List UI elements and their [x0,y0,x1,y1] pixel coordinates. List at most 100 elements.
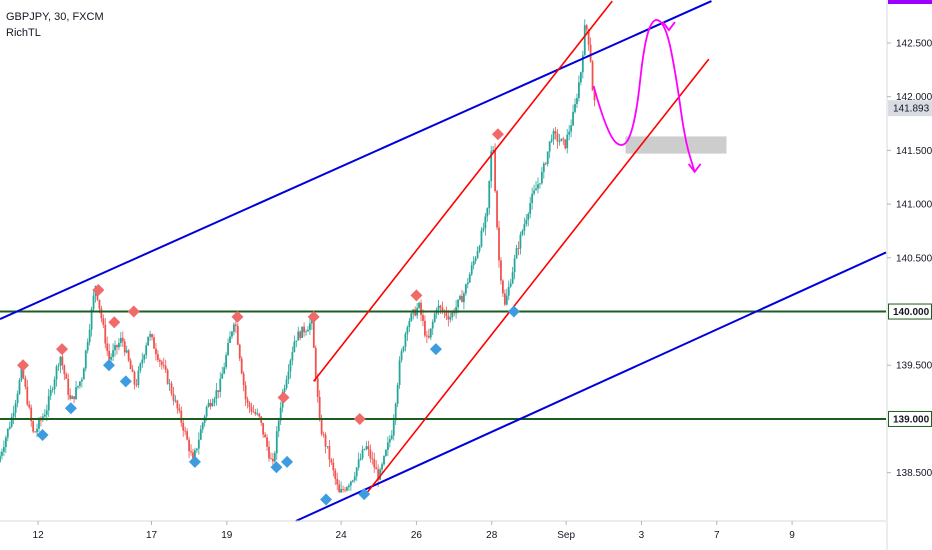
candle-body [73,396,75,400]
channel-outer-upper [0,0,712,320]
candle-body [560,138,563,142]
pivot-high-marker [108,316,121,329]
candle-body [32,421,35,432]
candle-body [501,280,504,294]
candle-body [404,333,407,347]
chart-legend: GBPJPY, 30, FXCM RichTL [6,9,104,41]
candle-body [470,265,473,275]
candle-body [466,282,469,285]
trendlines[interactable] [0,0,887,522]
candle-body [14,403,17,413]
pivot-high-marker [56,343,69,356]
candle-body [455,307,458,314]
candle-body [57,365,60,367]
candle-body [242,373,245,386]
indicator-label[interactable]: RichTL [6,27,41,39]
candle-body [383,455,385,465]
candle-body [53,379,56,390]
candle-body [1,451,3,456]
pivot-low-marker [507,305,520,318]
candle-body [402,346,405,352]
candle-body [537,184,539,189]
level-price-tag-label: 140.000 [893,307,930,318]
pivot-high-marker [307,310,320,323]
candle-body [34,431,36,433]
symbol-title[interactable]: GBPJPY, 30, FXCM [6,11,104,23]
candle-body [69,394,72,399]
candle-body [59,356,62,366]
candle-body [67,378,70,395]
candle-body [459,295,461,300]
level-price-tag [889,411,931,426]
candle-body [314,347,317,379]
candle-body [490,151,493,181]
candle-body [129,360,132,370]
candle-body [461,295,463,303]
candle-body [170,383,173,394]
candle-body [139,363,142,371]
candle-body [576,97,578,105]
candle-body [149,334,151,337]
candle-body [523,224,526,231]
candle-body [388,438,391,443]
candle-body [10,416,13,427]
candle-body [420,302,422,316]
candle-body [554,131,557,134]
candle-body [127,350,130,361]
candle-body [369,449,372,459]
candle-body [484,216,487,229]
candle-body [492,149,495,152]
candle-body [47,395,50,411]
candle-body [373,459,376,468]
candle-body [271,458,274,462]
candle-body [322,434,325,435]
candle-body [209,402,212,407]
projection-drawing[interactable] [592,19,702,174]
candle-body [98,299,101,309]
candle-body [468,274,471,283]
candle-body [84,350,87,369]
candle-body [277,420,280,432]
candle-body [102,318,105,325]
pivot-low-marker [320,493,333,506]
candle-body [287,371,290,380]
candle-body [86,342,89,351]
candle-body [349,481,352,486]
candle-body [82,368,85,380]
price-tick-label: 142.000 [896,92,932,103]
candle-body [182,422,185,431]
candle-body [279,407,282,421]
candle-body [480,230,483,247]
candle-body [451,311,454,318]
candle-body [385,449,387,456]
candle-body [463,293,465,303]
candle-body [231,331,233,337]
candle-body [346,487,348,491]
candle-body [40,419,42,421]
candle-body [24,378,27,387]
candle-body [583,25,586,56]
candle-body [505,295,508,305]
time-tick-label: 19 [221,530,233,541]
candle-body [394,403,397,421]
projection-arrow-top [662,21,676,32]
candle-body [556,133,559,142]
candle-body [533,190,535,194]
candle-body [550,139,553,142]
candle-body [190,451,192,453]
candle-body [293,341,296,352]
candle-body [63,365,66,375]
axis-marker [888,0,932,4]
candle-body [392,420,395,436]
candle-body [38,419,40,429]
current-price-label: 141.893 [893,104,930,115]
candle-body [268,446,270,459]
candle-body [77,385,79,388]
candle-body [361,449,364,459]
candles [0,19,596,494]
candle-body [155,348,157,355]
candle-body [273,453,276,462]
